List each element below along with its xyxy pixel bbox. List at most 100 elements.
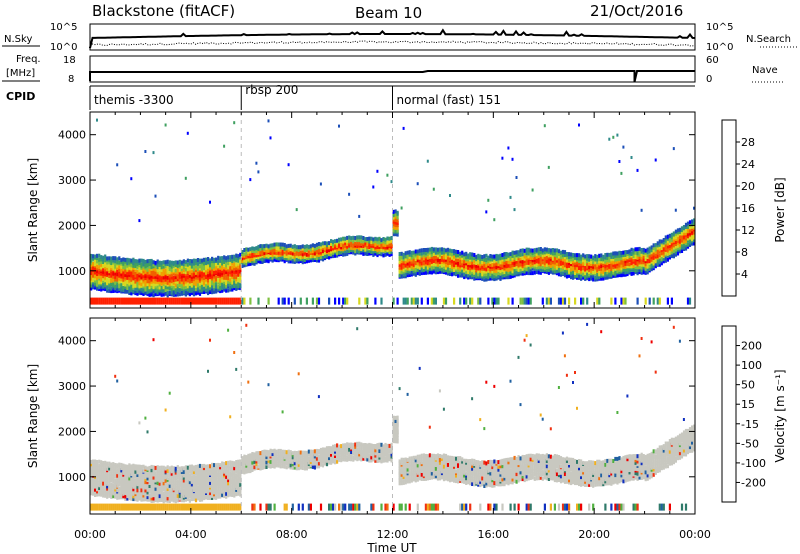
range-gate-cell <box>217 277 220 282</box>
range-gate-cell <box>283 297 286 305</box>
range-gate-cell <box>106 489 109 494</box>
range-gate-cell <box>265 460 268 465</box>
range-gate-cell <box>539 270 542 275</box>
range-gate-cell <box>495 261 498 266</box>
range-gate-cell <box>356 238 359 243</box>
range-gate-cell <box>168 273 171 278</box>
range-gate-cell <box>513 271 516 276</box>
range-gate-cell <box>610 257 613 262</box>
range-gate-cell <box>285 254 288 259</box>
range-gate-cell <box>628 258 631 263</box>
range-gate-cell <box>221 479 224 484</box>
range-gate-cell <box>156 489 159 494</box>
range-gate-cell <box>198 474 202 479</box>
range-gate-cell <box>140 287 143 292</box>
range-gate-cell <box>162 474 165 478</box>
range-gate-cell <box>176 488 179 492</box>
range-gate-cell <box>485 253 488 258</box>
range-gate-cell <box>402 272 405 277</box>
range-gate-cell <box>662 259 665 264</box>
range-gate-cell <box>273 503 276 511</box>
range-gate-cell <box>616 133 619 137</box>
range-gate-cell <box>561 252 565 257</box>
range-gate-cell <box>92 256 95 261</box>
range-gate-cell <box>303 450 306 455</box>
range-gate-cell <box>180 264 183 269</box>
range-gate-cell <box>229 415 232 419</box>
range-gate-cell <box>90 260 93 265</box>
range-gate-cell <box>94 274 97 279</box>
range-gate-cell <box>196 475 200 480</box>
range-gate-cell <box>247 247 250 252</box>
range-gate-cell <box>243 248 246 252</box>
range-gate-cell <box>561 249 565 254</box>
range-gate-cell <box>414 261 417 266</box>
range-gate-cell <box>215 262 218 267</box>
range-gate-cell <box>497 274 500 278</box>
range-gate-cell <box>632 259 635 264</box>
range-gate-cell <box>305 252 308 257</box>
range-gate-cell <box>154 486 157 491</box>
range-gate-cell <box>422 250 425 255</box>
range-gate-cell <box>297 466 300 471</box>
range-gate-cell <box>182 493 185 498</box>
range-gate-cell <box>688 220 692 225</box>
range-gate-cell <box>430 262 433 267</box>
range-gate-cell <box>648 297 651 305</box>
range-gate-cell <box>261 260 264 264</box>
range-gate-cell <box>120 481 123 486</box>
range-gate-cell <box>136 470 139 475</box>
range-gate-cell <box>307 456 310 461</box>
range-gate-cell <box>319 451 323 456</box>
range-gate-cell <box>301 455 304 460</box>
range-gate-cell <box>223 144 226 148</box>
range-gate-cell <box>172 496 175 501</box>
range-gate-cell <box>148 493 151 498</box>
range-gate-cell <box>321 257 325 262</box>
range-gate-cell <box>247 457 250 462</box>
range-gate-cell <box>120 264 123 269</box>
range-gate-cell <box>289 259 292 264</box>
range-gate-cell <box>98 257 101 262</box>
range-gate-cell <box>186 297 189 305</box>
range-gate-cell <box>394 212 397 217</box>
range-gate-cell <box>390 245 393 249</box>
range-gate-cell <box>332 450 335 455</box>
range-gate-cell <box>106 275 109 280</box>
range-gate-cell <box>176 479 179 484</box>
range-gate-cell <box>205 277 208 282</box>
range-gate-cell <box>158 476 161 481</box>
range-gate-cell <box>505 252 508 256</box>
range-gate-cell <box>196 271 200 276</box>
range-gate-cell <box>237 272 240 277</box>
range-gate-cell <box>186 265 189 269</box>
range-gate-cell <box>100 277 103 282</box>
range-gate-cell <box>517 250 520 255</box>
range-gate-cell <box>344 503 347 511</box>
range-gate-cell <box>297 462 300 467</box>
range-gate-cell <box>104 488 107 493</box>
range-gate-cell <box>174 475 177 480</box>
range-gate-cell <box>525 247 528 252</box>
range-gate-cell <box>390 180 393 184</box>
range-gate-cell <box>299 458 302 463</box>
range-gate-cell <box>120 277 123 282</box>
range-gate-cell <box>346 297 349 305</box>
range-gate-cell <box>624 259 627 264</box>
range-gate-cell <box>634 253 637 258</box>
range-gate-cell <box>386 236 389 241</box>
range-gate-cell <box>148 264 151 269</box>
range-gate-cell <box>497 268 500 272</box>
range-gate-cell <box>253 246 256 251</box>
range-gate-cell <box>112 266 115 271</box>
range-gate-cell <box>517 263 520 268</box>
range-gate-cell <box>156 297 159 305</box>
range-gate-cell <box>319 503 323 511</box>
range-gate-cell <box>691 235 694 240</box>
range-gate-cell <box>418 259 421 264</box>
range-gate-cell <box>453 254 456 259</box>
range-gate-cell <box>160 486 163 491</box>
range-gate-cell <box>608 252 611 257</box>
range-gate-cell <box>287 464 290 469</box>
range-gate-cell <box>227 282 230 287</box>
